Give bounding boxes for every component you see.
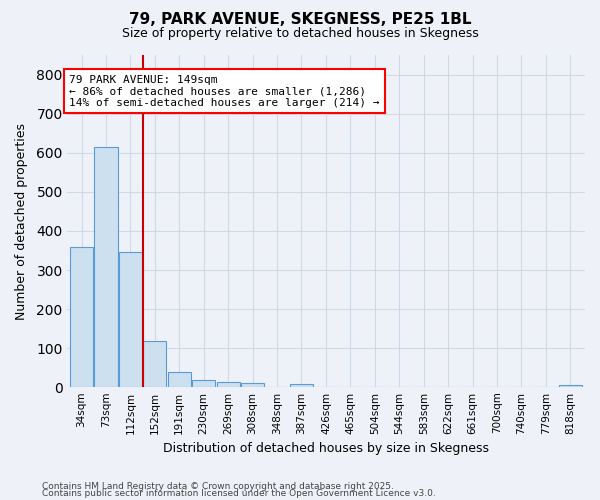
Text: Size of property relative to detached houses in Skegness: Size of property relative to detached ho… <box>122 28 478 40</box>
Text: Contains HM Land Registry data © Crown copyright and database right 2025.: Contains HM Land Registry data © Crown c… <box>42 482 394 491</box>
Text: Contains public sector information licensed under the Open Government Licence v3: Contains public sector information licen… <box>42 489 436 498</box>
Text: 79, PARK AVENUE, SKEGNESS, PE25 1BL: 79, PARK AVENUE, SKEGNESS, PE25 1BL <box>129 12 471 28</box>
Text: 79 PARK AVENUE: 149sqm
← 86% of detached houses are smaller (1,286)
14% of semi-: 79 PARK AVENUE: 149sqm ← 86% of detached… <box>70 74 380 108</box>
X-axis label: Distribution of detached houses by size in Skegness: Distribution of detached houses by size … <box>163 442 489 455</box>
Bar <box>70 246 93 388</box>
Bar <box>241 384 264 388</box>
Bar <box>119 252 142 388</box>
Bar <box>217 382 240 388</box>
Bar <box>94 147 118 388</box>
Y-axis label: Number of detached properties: Number of detached properties <box>15 122 28 320</box>
Bar <box>559 385 582 388</box>
Bar <box>192 380 215 388</box>
Bar <box>167 372 191 388</box>
Bar <box>143 341 166 388</box>
Bar <box>290 384 313 388</box>
